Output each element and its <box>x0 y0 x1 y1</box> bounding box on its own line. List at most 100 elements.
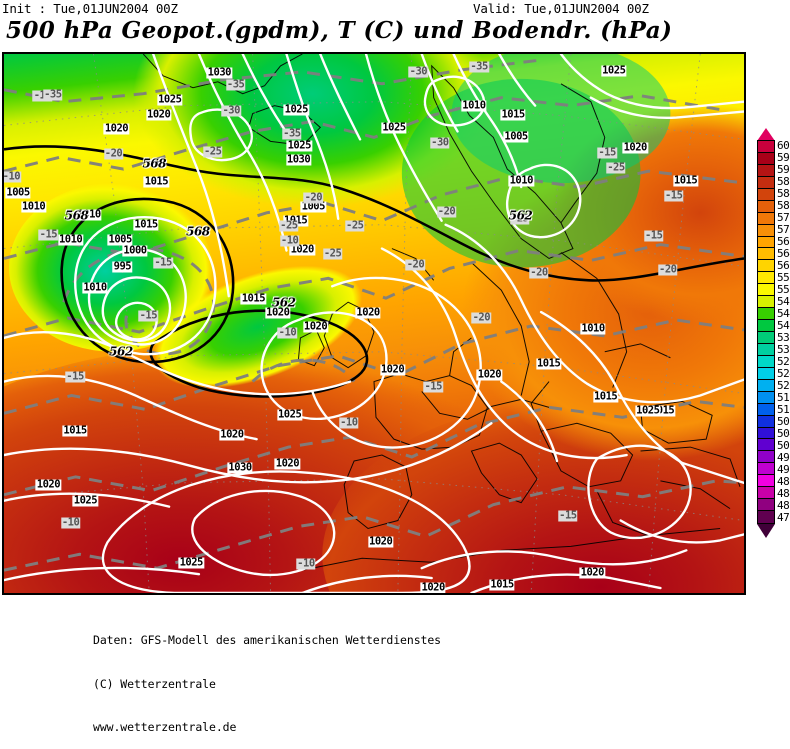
temperature-contour-label: -15 <box>138 309 159 322</box>
colorbar-tick: 496 <box>777 451 790 464</box>
temperature-contour-label: -15 <box>65 370 85 383</box>
temperature-contour-label: -15 <box>663 189 684 202</box>
mslp-contour-label: 1020 <box>579 566 605 579</box>
colorbar-tick: 504 <box>777 427 790 440</box>
temperature-contour-label: -25 <box>510 212 530 225</box>
height-contour-label: 568 <box>186 224 210 239</box>
temperature-contour-label: -10 <box>296 557 316 570</box>
temperature-contour-label: -25 <box>202 145 223 158</box>
colorbar-cell <box>758 284 774 297</box>
colorbar-tick: 528 <box>777 355 790 368</box>
temperature-contour-label: -35 <box>43 88 63 101</box>
mslp-contour-label: 1025 <box>601 64 627 77</box>
temperature-contour-label: -15 <box>423 380 443 393</box>
colorbar-cell <box>758 152 774 165</box>
colorbar-cell <box>758 164 774 177</box>
footer-data-source: Daten: GFS-Modell des amerikanischen Wet… <box>93 633 442 647</box>
colorbar-cell <box>758 499 774 512</box>
colorbar-tick: 488 <box>777 475 790 488</box>
mslp-contour-label: 1015 <box>500 108 526 121</box>
colorbar-tick: 568 <box>777 235 790 248</box>
mslp-contour-label: 1010 <box>580 322 606 335</box>
colorbar-cell <box>758 212 774 225</box>
temperature-contour-label: -15 <box>597 146 617 159</box>
mslp-contour-label: 1025 <box>72 494 99 507</box>
mslp-contour-label: 1020 <box>219 428 245 441</box>
colorbar-cell <box>758 403 774 416</box>
mslp-contour-label: 1005 <box>300 200 326 213</box>
mslp-contour-label: 1015 <box>592 390 619 403</box>
temperature-contour-label: -10 <box>60 516 81 529</box>
colorbar-cell <box>758 272 774 285</box>
map-canvas <box>4 54 744 593</box>
temperature-contour-label: -20 <box>103 147 124 160</box>
colorbar-tick: 584 <box>777 187 790 200</box>
height-contour-label: 568 <box>142 156 166 171</box>
mslp-contour-label: 1030 <box>206 66 232 79</box>
mslp-contour-label: 1010 <box>76 208 102 221</box>
mslp-contour-label: 1015 <box>133 218 159 231</box>
mslp-contour-label: 1020 <box>476 368 503 381</box>
colorbar-tick-labels: 6005965925885845805765725685645605565525… <box>777 136 790 536</box>
temperature-contour-label: -15 <box>153 256 173 269</box>
mslp-contour-label: 1010 <box>508 174 534 187</box>
height-contour-label: 562 <box>508 208 533 223</box>
mslp-contour-label: 1010 <box>82 281 108 294</box>
colorbar-cell <box>758 332 774 344</box>
temperature-contour-label: -35 <box>225 78 246 91</box>
temperature-contour-label: -25 <box>345 219 365 232</box>
colorbar-tick: 500 <box>777 439 790 452</box>
colorbar-tick: 592 <box>777 163 790 176</box>
colorbar-tick: 508 <box>777 415 790 428</box>
colorbar-cell <box>758 200 774 213</box>
mslp-contour-label: 1015 <box>672 174 699 187</box>
mslp-contour-label: 1020 <box>379 363 406 376</box>
colorbar-scale <box>757 140 775 524</box>
mslp-contour-label: 1025 <box>635 404 661 417</box>
mslp-contour-label: 1025 <box>157 93 183 106</box>
colorbar-cell <box>758 343 774 356</box>
colorbar-tick: 552 <box>777 283 790 296</box>
colorbar-tick: 596 <box>777 151 790 164</box>
colorbar-tick: 564 <box>777 247 790 260</box>
temperature-contour-label: -15 <box>32 90 53 102</box>
footer-website[interactable]: www.wetterzentrale.de <box>93 720 237 734</box>
mslp-contour-label: 1005 <box>503 130 529 143</box>
mslp-contour-label: 1020 <box>265 306 291 319</box>
temperature-contour-label: -25 <box>279 219 299 232</box>
weather-map[interactable]: 1030 1025 1025 1020 1015 1010 1025 1005 1025 1020… <box>2 52 746 595</box>
mslp-contour-label: 1020 <box>420 581 446 594</box>
colorbar-tick: 580 <box>777 199 790 212</box>
colorbar-cell <box>758 475 774 488</box>
colorbar-tick: 548 <box>777 295 790 308</box>
colorbar-tick: 520 <box>777 379 790 392</box>
mslp-contour-label: 1025 <box>283 103 309 116</box>
mslp-contour-label: 1020 <box>289 243 315 256</box>
mslp-contour-label: 1020 <box>274 457 301 470</box>
mslp-contour-label: 1030 <box>285 153 312 166</box>
colorbar-cell <box>758 391 774 404</box>
mslp-contour-label: 1020 <box>302 320 329 333</box>
colorbar-bottom-cap <box>757 524 775 538</box>
mslp-contour-label: 1020 <box>146 108 172 121</box>
temperature-contour-label: -10 <box>279 234 300 247</box>
colorbar-tick: 540 <box>777 319 790 332</box>
colorbar-cell <box>758 296 774 309</box>
mslp-contour-label: 1000 <box>122 244 148 257</box>
mslp-contour-label: 1015 <box>282 215 309 227</box>
colorbar-tick: 576 <box>777 211 790 224</box>
colorbar-cell <box>758 141 774 153</box>
temperature-contour-label: -35 <box>282 127 302 140</box>
mslp-contour-label: 1025 <box>286 139 312 152</box>
colorbar-cell <box>758 224 774 237</box>
colorbar-cell <box>758 320 774 332</box>
colorbar-cell <box>758 379 774 392</box>
mslp-contour-label: 1025 <box>276 408 303 421</box>
colorbar-tick: 480 <box>777 499 790 512</box>
height-contour-label: 568 <box>64 208 89 223</box>
temperature-contour-label: -20 <box>471 311 492 324</box>
temperature-contour-label: -20 <box>303 191 324 204</box>
colorbar-tick: 532 <box>777 343 790 356</box>
colorbar-cell <box>758 487 774 500</box>
colorbar-tick: 572 <box>777 223 790 236</box>
